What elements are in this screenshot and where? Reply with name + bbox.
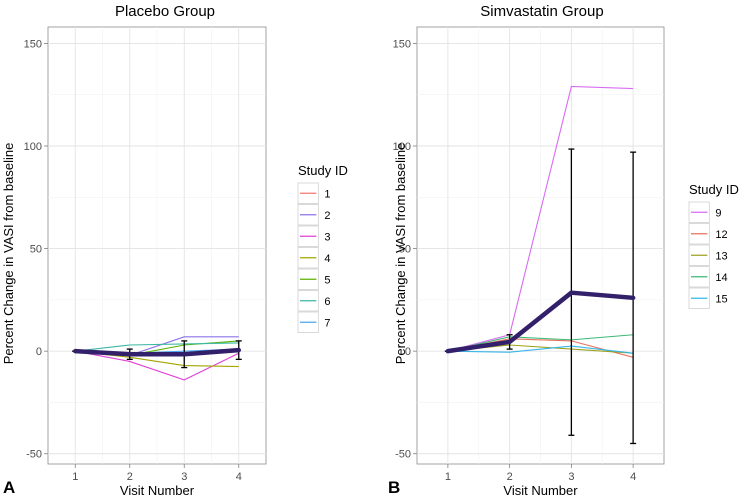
- panel-label: B: [388, 478, 400, 497]
- y-tick-label: 0: [405, 346, 411, 358]
- mean-line: [445, 290, 636, 354]
- legend-label-2: 2: [324, 210, 330, 222]
- y-tick-label: 0: [36, 346, 42, 358]
- y-tick-label: -50: [26, 449, 42, 461]
- x-axis-title: Visit Number: [503, 483, 578, 498]
- y-axis-title: Percent Change in VASI from baseline: [1, 143, 16, 365]
- legend-label-6: 6: [324, 296, 330, 308]
- x-tick-label: 1: [445, 471, 451, 483]
- legend-label-13: 13: [715, 250, 727, 262]
- legend: Study ID 1 2 3 4 5 6 7: [297, 163, 348, 333]
- y-tick-label: 50: [399, 244, 411, 256]
- series-line-6: [75, 342, 239, 352]
- y-tick-label: 150: [24, 38, 42, 50]
- legend-label-7: 7: [324, 317, 330, 329]
- x-tick-label: 2: [507, 471, 513, 483]
- panel-label: A: [3, 478, 15, 497]
- series-line-14: [447, 334, 634, 352]
- legend-label-3: 3: [324, 231, 330, 243]
- y-axis-title: Percent Change in VASI from baseline: [393, 143, 408, 365]
- legend-label-14: 14: [715, 272, 727, 284]
- x-tick-label: 4: [236, 471, 242, 483]
- legend-label-9: 9: [715, 207, 721, 219]
- y-tick-label: 50: [30, 244, 42, 256]
- legend-label-12: 12: [715, 229, 727, 241]
- panel-A: -50 0 50 100 150 1 2 3 4 Placebo Group Visit Numbe…: [1, 3, 348, 498]
- y-tick-label: 100: [393, 141, 411, 153]
- series-line-15: [447, 345, 634, 354]
- legend-label-1: 1: [324, 188, 330, 200]
- x-tick-label: 2: [127, 471, 133, 483]
- x-tick-label: 1: [72, 471, 78, 483]
- legend-title: Study ID: [298, 163, 348, 178]
- x-axis-title: Visit Number: [120, 483, 195, 498]
- mean-line: [73, 347, 241, 357]
- panel-title: Simvastatin Group: [480, 3, 603, 20]
- x-tick-label: 4: [630, 471, 636, 483]
- y-tick-label: 100: [24, 141, 42, 153]
- y-tick-label: -50: [395, 449, 411, 461]
- legend-label-15: 15: [715, 293, 727, 305]
- x-tick-label: 3: [181, 471, 187, 483]
- panel-title: Placebo Group: [115, 3, 215, 20]
- legend: Study ID 9 12 13 14 15: [688, 182, 739, 309]
- legend-label-4: 4: [324, 253, 330, 265]
- y-tick-label: 150: [393, 38, 411, 50]
- x-tick-label: 3: [568, 471, 574, 483]
- legend-label-5: 5: [324, 274, 330, 286]
- series-line-9: [447, 85, 634, 352]
- legend-title: Study ID: [689, 182, 739, 197]
